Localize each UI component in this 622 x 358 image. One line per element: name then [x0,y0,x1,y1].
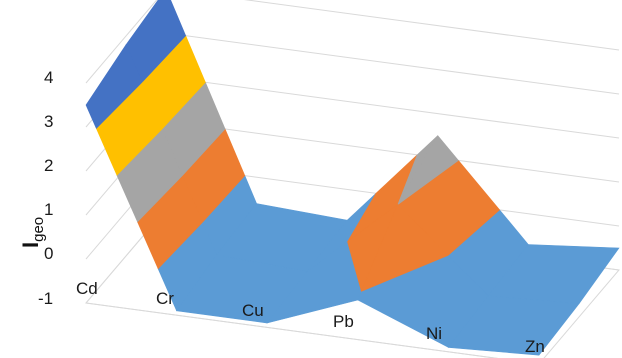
x-tick-pb: Pb [333,312,354,331]
y-axis-label-subscript: geo [30,217,47,242]
surface-band--1-to-0 [357,255,489,348]
y-axis-ticks: 4 3 2 1 0 -1 [38,68,53,308]
y-tick-2: 2 [44,156,53,175]
y-tick-3: 3 [44,112,53,131]
y-tick-minus1: -1 [38,289,53,308]
surface-band--1-to-0 [447,295,580,356]
x-tick-zn: Zn [525,337,545,356]
y-tick-4: 4 [44,68,53,87]
x-axis-line [85,302,499,358]
gridline [85,0,620,84]
surface-band-1-to-2 [397,135,459,205]
y-axis-label: Igeo [18,217,47,248]
y-tick-1: 1 [44,200,53,219]
surface-plot [85,0,620,358]
surface-band-3-to-4 [85,44,143,129]
x-tick-cr: Cr [156,289,174,308]
x-tick-cd: Cd [76,279,98,298]
y-axis-label-main: I [18,242,43,248]
x-axis-ticks: Cd Cr Cu Pb Ni Zn [76,279,545,356]
x-tick-ni: Ni [426,324,442,343]
y-tick-0: 0 [44,244,53,263]
x-tick-cu: Cu [242,301,264,320]
surface-band-0-to-1 [360,204,449,292]
